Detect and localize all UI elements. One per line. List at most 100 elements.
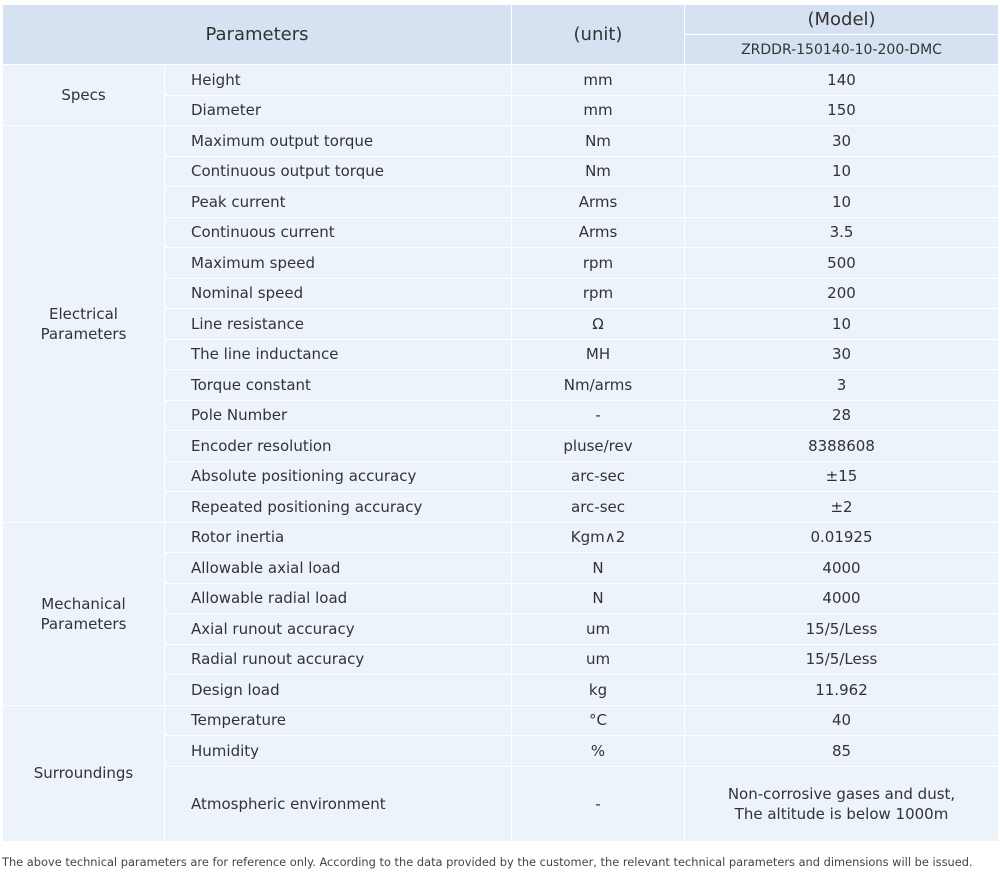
value-cell: 3 — [684, 369, 999, 401]
table-row: Specs Height mm 140 — [2, 64, 999, 126]
parameter-cell: Repeated positioning accuracy — [164, 491, 512, 523]
header-cell: (unit) — [511, 4, 685, 65]
value-cell: 15/5/Less — [684, 643, 999, 675]
table-row: Electrical Parameters Maximum output torq… — [2, 125, 999, 523]
table-row: Humidity% 85 — [3, 735, 999, 767]
value-cell: 30 — [684, 125, 999, 157]
table-row: Encoder resolution pluse/rev 8388608 — [3, 430, 999, 462]
table-row: Atmospheric environment - Non-corrosive ga… — [3, 765, 999, 842]
parameter-cell: Maximum speed — [164, 247, 512, 279]
unit-cell: Kgm∧2 — [511, 521, 685, 553]
table-row: Mechanical Parameters Rotor inertia Kgm∧2 0… — [2, 521, 999, 706]
table-row: Design load kg 11.962 — [3, 674, 999, 706]
table-row: Pole Number -28 — [3, 399, 999, 431]
unit-cell: um — [511, 643, 685, 675]
unit-cell: MH — [511, 338, 685, 370]
parameter-cell: The line inductance — [164, 338, 512, 370]
value-cell: 4000 — [684, 582, 999, 614]
spec-table: Parameters (unit) (Model) ZRDDR-150140-1… — [2, 4, 999, 842]
table-row: Absolute positioning accuracy arc-sec ±15 — [3, 460, 999, 492]
header-cell: Parameters — [2, 4, 512, 65]
value-cell: 30 — [684, 338, 999, 370]
value-cell: 140 — [684, 64, 999, 96]
parameter-cell: Allowable axial load — [164, 552, 512, 584]
table-row: Nominal speed rpm 200 — [3, 277, 999, 309]
unit-cell: N — [511, 582, 685, 614]
unit-cell: % — [511, 735, 685, 767]
value-cell: ±15 — [684, 460, 999, 492]
parameter-cell: Axial runout accuracy — [164, 613, 512, 645]
header-row: ZRDDR-150140-10-200-DMC — [3, 34, 999, 65]
parameter-cell: Allowable radial load — [164, 582, 512, 614]
value-cell: 8388608 — [684, 430, 999, 462]
value-cell: 11.962 — [684, 674, 999, 706]
table-row: Repeated positioning accuracy arc-sec ±2 — [3, 491, 999, 523]
value-cell: 200 — [684, 277, 999, 309]
parameter-cell: Humidity — [164, 735, 512, 767]
value-cell: 150 — [684, 94, 999, 126]
value-cell: Non-corrosive gases and dust, The altitu… — [684, 765, 999, 842]
unit-cell: °C — [511, 704, 685, 736]
parameter-cell: Nominal speed — [164, 277, 512, 309]
value-cell: ±2 — [684, 491, 999, 523]
unit-cell: um — [511, 613, 685, 645]
unit-cell: mm — [511, 94, 685, 126]
parameter-cell: Encoder resolution — [164, 430, 512, 462]
value-cell: 10 — [684, 186, 999, 218]
unit-cell: Nm — [511, 155, 685, 187]
header-cell: (Model) — [684, 4, 999, 35]
parameter-cell: Design load — [164, 674, 512, 706]
unit-cell: arc-sec — [511, 491, 685, 523]
unit-cell: - — [511, 399, 685, 431]
value-cell: 10 — [684, 155, 999, 187]
group-cell: Electrical Parameters — [2, 125, 165, 523]
unit-cell: pluse/rev — [511, 430, 685, 462]
parameter-cell: Line resistance — [164, 308, 512, 340]
table-row: Surroundings Temperature °C 40 — [2, 704, 999, 842]
parameter-cell: Diameter — [164, 94, 512, 126]
parameter-cell: Temperature — [164, 704, 512, 736]
table-row: Maximum speed rpm 500 — [3, 247, 999, 279]
footnote: The above technical parameters are for r… — [2, 855, 973, 869]
unit-cell: Nm/arms — [511, 369, 685, 401]
unit-cell: kg — [511, 674, 685, 706]
value-cell: 28 — [684, 399, 999, 431]
unit-cell: Ω — [511, 308, 685, 340]
unit-cell: Arms — [511, 186, 685, 218]
table-row: Continuous current Arms 3.5 — [3, 216, 999, 248]
table-row: Line resistance Ω 10 — [3, 308, 999, 340]
parameter-cell: Atmospheric environment — [164, 765, 512, 842]
parameter-cell: Maximum output torque — [164, 125, 512, 157]
group-cell: Specs — [2, 64, 165, 126]
unit-cell: N — [511, 552, 685, 584]
unit-cell: rpm — [511, 277, 685, 309]
unit-cell: Arms — [511, 216, 685, 248]
value-cell: 10 — [684, 308, 999, 340]
unit-cell: arc-sec — [511, 460, 685, 492]
parameter-cell: Torque constant — [164, 369, 512, 401]
unit-cell: - — [511, 765, 685, 842]
value-cell: 85 — [684, 735, 999, 767]
parameter-cell: Height — [164, 64, 512, 96]
value-cell: 500 — [684, 247, 999, 279]
parameter-cell: Pole Number — [164, 399, 512, 431]
unit-cell: Nm — [511, 125, 685, 157]
value-cell: 0.01925 — [684, 521, 999, 553]
table-row: Radial runout accuracy um 15/5/Less — [3, 643, 999, 675]
table-row: Axial runout accuracy um 15/5/Less — [3, 613, 999, 645]
parameter-cell: Peak current — [164, 186, 512, 218]
value-cell: 4000 — [684, 552, 999, 584]
group-cell: Surroundings — [2, 704, 165, 842]
table-row: Diameter mm 150 — [3, 94, 999, 126]
parameter-cell: Absolute positioning accuracy — [164, 460, 512, 492]
unit-cell: mm — [511, 64, 685, 96]
header-row: Parameters (unit) (Model) — [2, 4, 999, 65]
table-row: Allowable radial load N 4000 — [3, 582, 999, 614]
parameter-cell: Continuous current — [164, 216, 512, 248]
header-cell: ZRDDR-150140-10-200-DMC — [684, 34, 999, 65]
value-cell: 15/5/Less — [684, 613, 999, 645]
parameter-cell: Continuous output torque — [164, 155, 512, 187]
parameter-cell: Radial runout accuracy — [164, 643, 512, 675]
value-cell: 3.5 — [684, 216, 999, 248]
